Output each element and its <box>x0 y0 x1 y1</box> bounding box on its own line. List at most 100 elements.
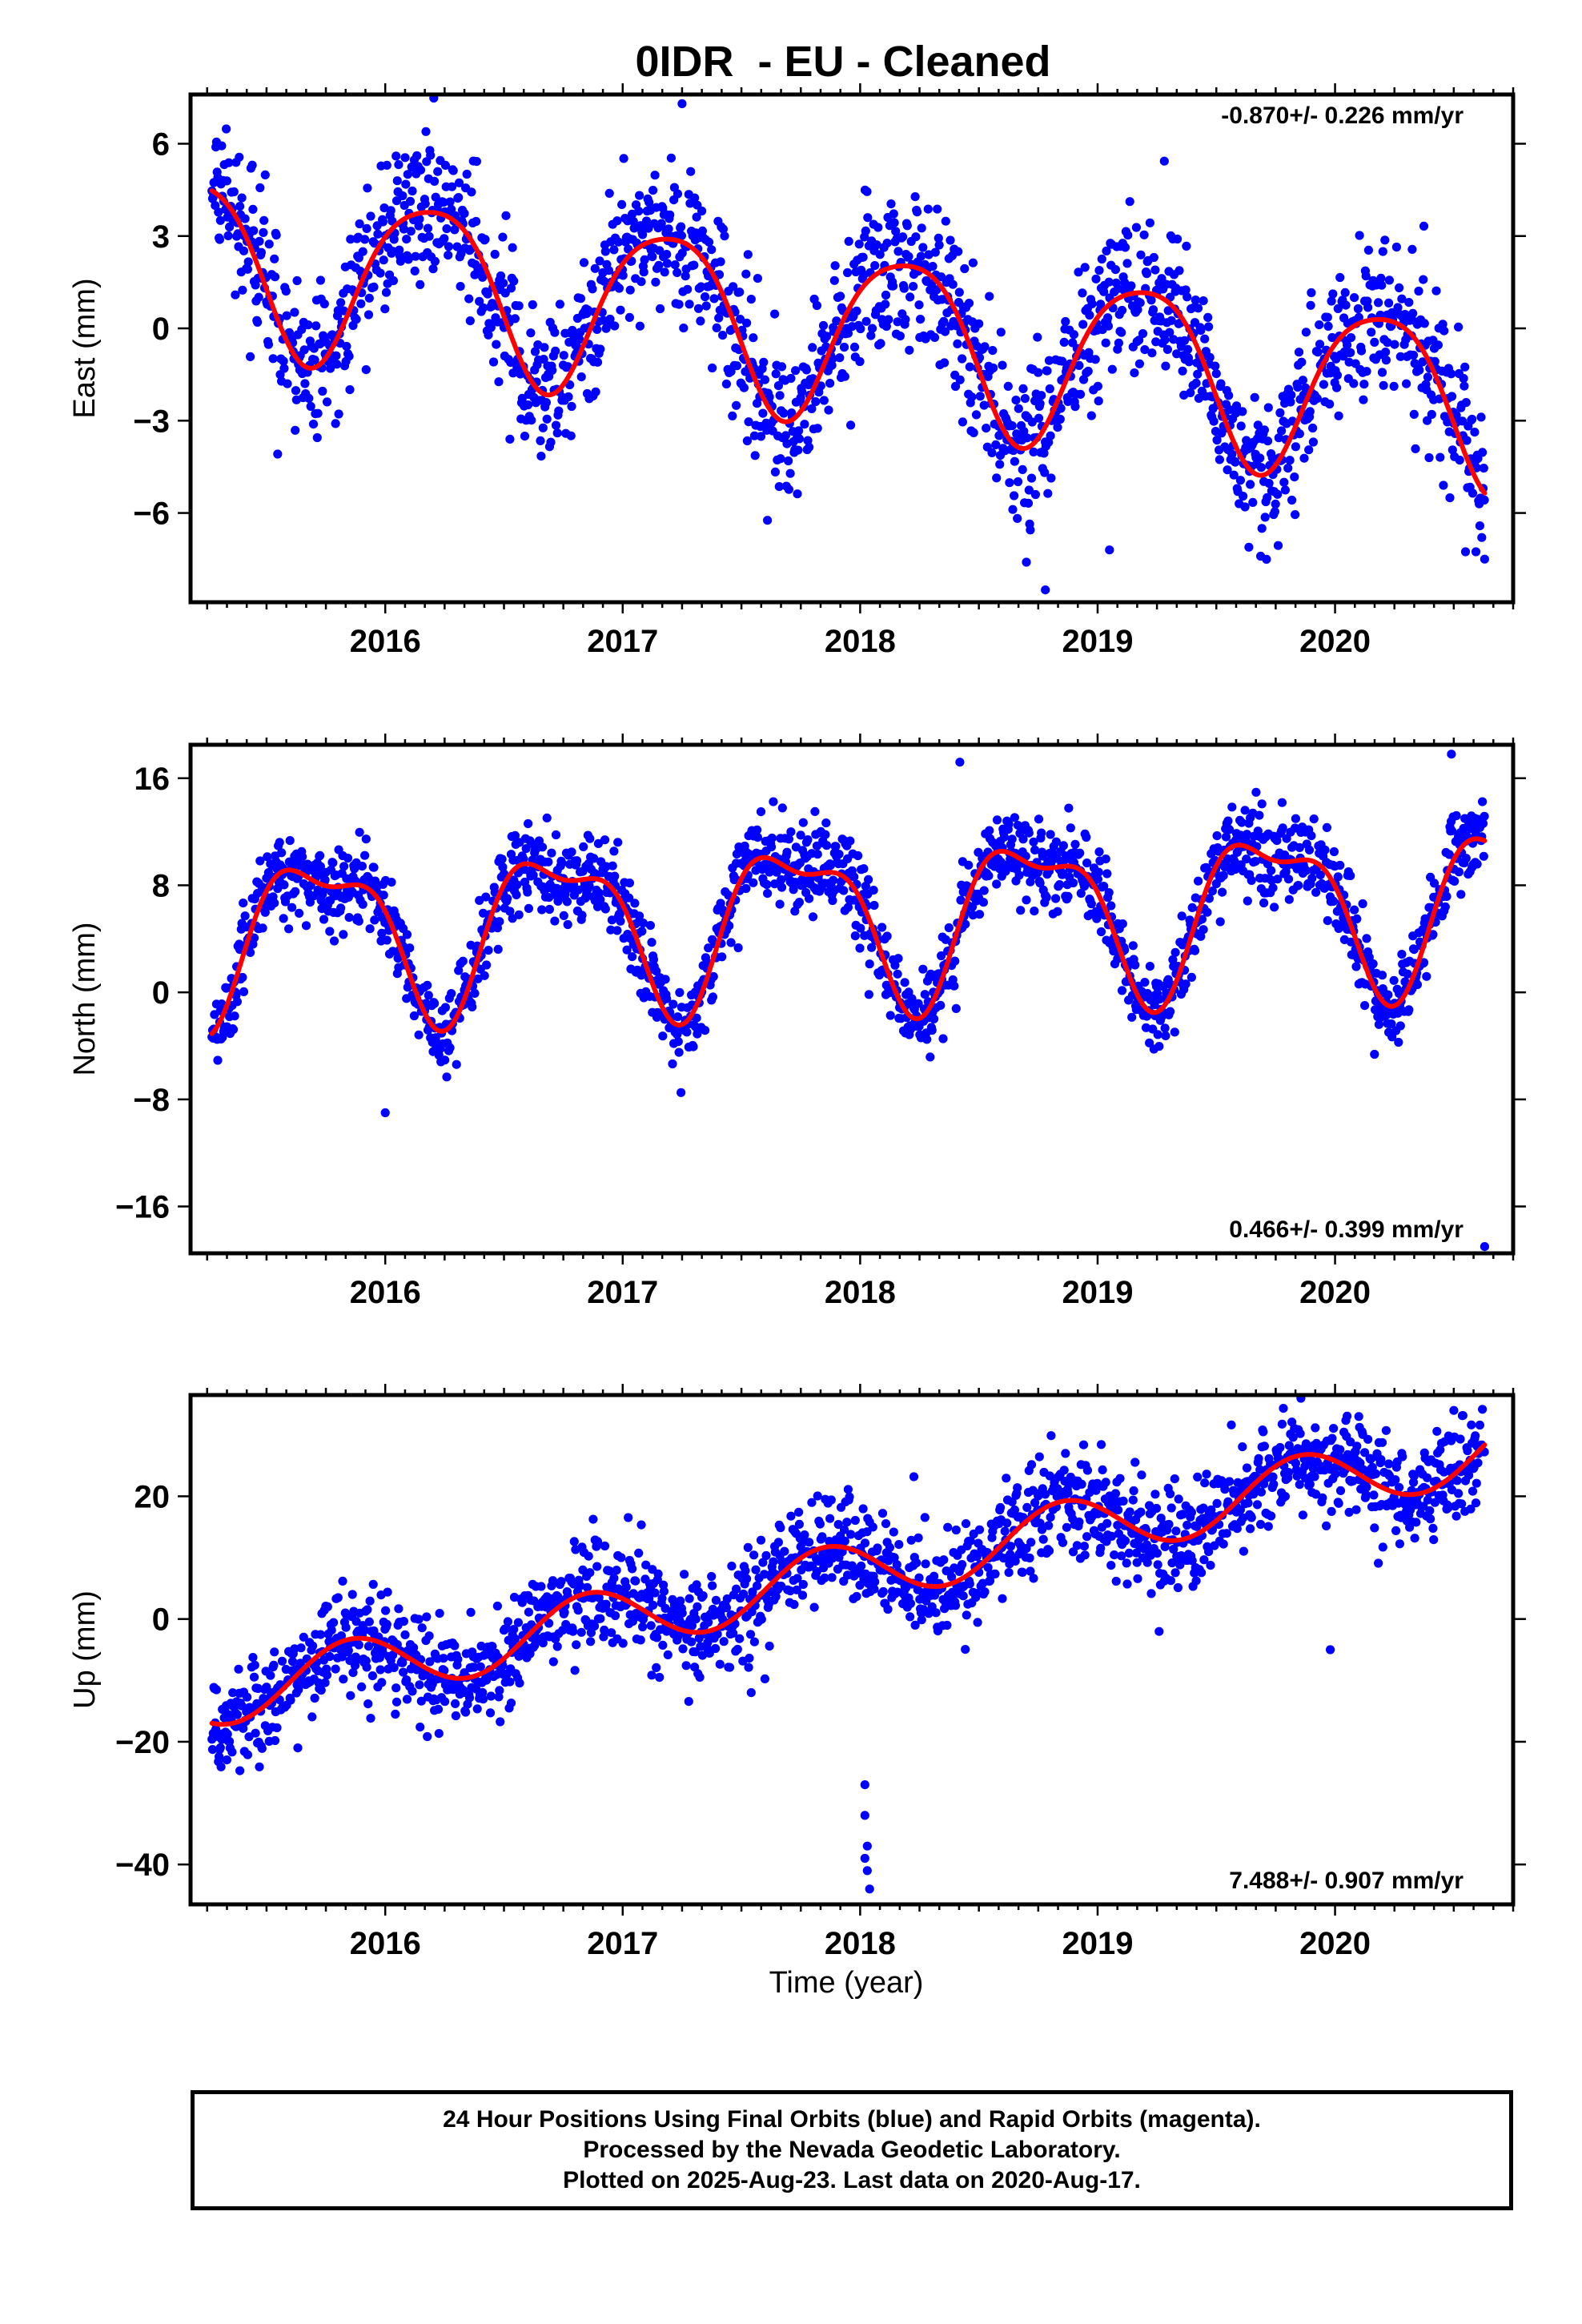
data-point <box>1219 870 1228 880</box>
data-point <box>813 424 822 433</box>
data-point <box>1059 337 1069 347</box>
data-point <box>641 216 652 226</box>
data-point <box>260 170 270 179</box>
data-point <box>974 910 985 919</box>
data-point <box>1223 816 1233 826</box>
data-point <box>211 1724 221 1734</box>
data-point <box>544 857 553 866</box>
data-point <box>399 1617 408 1626</box>
data-point <box>1381 348 1391 357</box>
data-point <box>697 1651 708 1660</box>
data-point <box>1440 902 1450 911</box>
data-point <box>781 431 791 440</box>
data-point <box>1297 357 1307 367</box>
data-point <box>912 1558 921 1568</box>
data-point <box>453 1655 463 1664</box>
data-point <box>860 1538 870 1548</box>
data-point <box>579 842 588 851</box>
data-point <box>1308 437 1318 447</box>
data-point <box>1305 407 1315 416</box>
data-point <box>386 206 396 215</box>
data-point <box>950 981 959 991</box>
data-point <box>214 207 223 217</box>
data-point <box>484 946 493 955</box>
data-point <box>291 386 301 396</box>
data-point <box>1058 841 1068 850</box>
data-point <box>228 1024 239 1035</box>
data-point <box>609 245 619 255</box>
data-point <box>495 917 504 927</box>
data-point <box>305 898 315 907</box>
data-point <box>956 895 966 905</box>
data-point <box>391 196 402 206</box>
data-point <box>911 232 921 242</box>
data-point <box>845 836 855 846</box>
data-point <box>624 879 635 888</box>
y-tick-label: 0 <box>152 975 170 1011</box>
data-point <box>1080 263 1090 272</box>
data-point <box>1133 305 1142 315</box>
data-point <box>1255 453 1265 463</box>
data-point <box>592 1537 603 1546</box>
data-point <box>646 1621 656 1630</box>
data-point <box>1023 498 1034 509</box>
data-point <box>953 339 962 348</box>
data-point <box>415 1680 424 1690</box>
data-point <box>651 277 661 287</box>
data-point <box>909 1472 919 1482</box>
data-point <box>275 838 284 847</box>
data-point <box>1395 283 1404 292</box>
data-point <box>854 239 864 249</box>
data-point <box>416 1696 426 1706</box>
data-point <box>1456 890 1466 899</box>
data-point <box>979 400 989 410</box>
data-point <box>1179 336 1190 345</box>
data-point <box>467 187 476 197</box>
data-point <box>1409 945 1419 955</box>
y-tick-label: 6 <box>152 127 170 162</box>
data-point <box>1384 298 1394 308</box>
data-point <box>468 1002 477 1011</box>
data-point <box>1291 814 1300 823</box>
data-point <box>1103 313 1113 323</box>
data-point <box>1155 995 1165 1004</box>
data-point <box>1056 404 1066 413</box>
data-point <box>797 387 807 396</box>
data-point <box>758 408 768 418</box>
data-point <box>717 952 727 962</box>
north-points <box>207 750 1489 1252</box>
data-point <box>452 1059 461 1069</box>
data-point <box>1037 828 1046 838</box>
data-point <box>652 1633 662 1642</box>
data-point <box>774 482 784 492</box>
data-point <box>733 1644 742 1655</box>
data-point <box>803 436 813 445</box>
data-point <box>380 304 390 314</box>
data-point <box>557 858 567 868</box>
data-point <box>424 231 434 241</box>
data-point <box>1346 870 1355 881</box>
data-point <box>225 1737 235 1747</box>
data-point <box>714 313 724 323</box>
data-point <box>382 160 391 170</box>
data-point <box>697 226 708 235</box>
data-point <box>1304 445 1314 455</box>
data-point <box>1350 905 1359 915</box>
data-point <box>524 400 533 410</box>
data-point <box>408 1687 417 1696</box>
data-point <box>998 360 1007 370</box>
data-point <box>843 903 853 912</box>
data-point <box>379 891 388 900</box>
data-point <box>1010 813 1019 822</box>
data-point <box>827 360 837 370</box>
data-point <box>1034 814 1044 824</box>
data-point <box>855 356 865 367</box>
data-point <box>881 300 890 309</box>
data-point <box>677 1088 686 1097</box>
data-point <box>1147 348 1157 358</box>
data-point <box>939 316 949 326</box>
data-point <box>1203 907 1212 917</box>
data-point <box>905 1612 915 1622</box>
data-point <box>312 432 322 443</box>
data-point <box>616 305 625 315</box>
